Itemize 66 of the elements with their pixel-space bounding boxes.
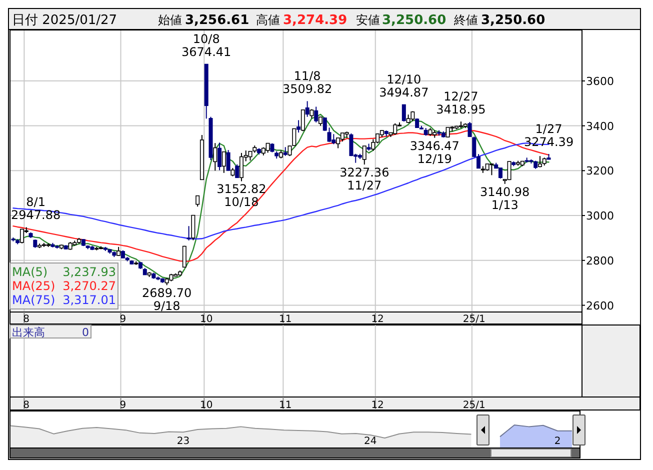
y-tick-label: 2600 <box>586 299 614 312</box>
candlestick <box>296 120 301 134</box>
annotation: 3,270.27 <box>62 279 116 293</box>
category-label: 25/1 <box>462 400 486 411</box>
candlestick <box>446 126 450 138</box>
header: 日付 2025/01/27 始値 3,256.61 高値 3,274.39 安値 3,250.60 終値 3,250.60 <box>8 8 641 30</box>
annotation: 12/27 3418.95 <box>436 90 486 117</box>
candlestick <box>410 110 415 122</box>
x-tick-label: 11 <box>279 314 292 325</box>
category-label: 8 <box>23 400 30 411</box>
x-tick-label: 23 <box>176 436 190 447</box>
candlestick <box>213 142 218 172</box>
candlestick <box>266 142 270 154</box>
category-label: 10 <box>200 400 213 411</box>
candlestick <box>310 108 314 119</box>
y-tick-label: 3400 <box>586 120 614 133</box>
y-tick-label: 3200 <box>586 164 614 178</box>
y-tick-label: 3000 <box>586 210 614 223</box>
chart-title: 日付 2025/01/27 <box>12 13 118 28</box>
series-label: MA(5) <box>12 265 48 279</box>
candlestick <box>314 106 318 123</box>
x-tick-label: 12 <box>371 314 384 325</box>
annotation: 3346.47 12/19 <box>410 138 460 166</box>
category-label: 11 <box>279 400 292 411</box>
candlestick <box>322 116 327 132</box>
candlestick <box>318 116 322 126</box>
annotation: 10/8 3674.41 <box>182 32 232 60</box>
annotation: 3,317.01 <box>62 293 116 307</box>
y-tick-label: 3600 <box>586 74 614 88</box>
x-tick-label: 8 <box>23 314 30 325</box>
x-tick-label: 25/1 <box>462 314 486 325</box>
text: MA(25) <box>12 279 56 293</box>
category-label: 12 <box>371 400 384 411</box>
candlestick <box>362 145 366 166</box>
annotation: 2689.70 9/18 <box>142 286 192 314</box>
candlestick <box>468 121 472 138</box>
x-tick-label: 2 <box>554 436 561 447</box>
category-label: 9 <box>120 400 126 411</box>
annotation: 3140.98 1/13 <box>480 184 530 212</box>
annotation: 3,237.93 <box>62 265 116 279</box>
candlestick <box>186 226 191 241</box>
annotation: 12/10 3494.87 <box>379 72 429 100</box>
candlestick <box>218 142 222 171</box>
annotation: 3227.36 11/27 <box>340 166 390 193</box>
candlestick <box>191 214 196 241</box>
candlestick <box>196 195 200 208</box>
candlestick <box>235 164 240 178</box>
volume-label: 出来高 0 <box>10 324 92 339</box>
candlestick <box>327 127 332 142</box>
candlestick <box>402 104 406 122</box>
candlestick <box>498 167 502 180</box>
y-tick-label: 2800 <box>586 254 614 268</box>
annotation: 11/8 3509.82 <box>282 69 332 96</box>
candlestick <box>226 150 230 172</box>
annotation: 8/1 2947.88 <box>11 195 61 222</box>
x-tick-label: 24 <box>364 436 377 447</box>
candlestick <box>349 132 354 157</box>
x-tick-label: 10 <box>200 314 213 325</box>
candlestick <box>305 100 310 118</box>
x-tick-label: 9 <box>120 314 126 325</box>
candlestick <box>507 160 512 181</box>
text: MA(75) <box>12 293 56 307</box>
annotation: 1/27 3274.39 <box>524 122 574 149</box>
candlestick <box>222 151 226 174</box>
candlestick <box>490 163 494 176</box>
candlestick <box>300 109 305 132</box>
